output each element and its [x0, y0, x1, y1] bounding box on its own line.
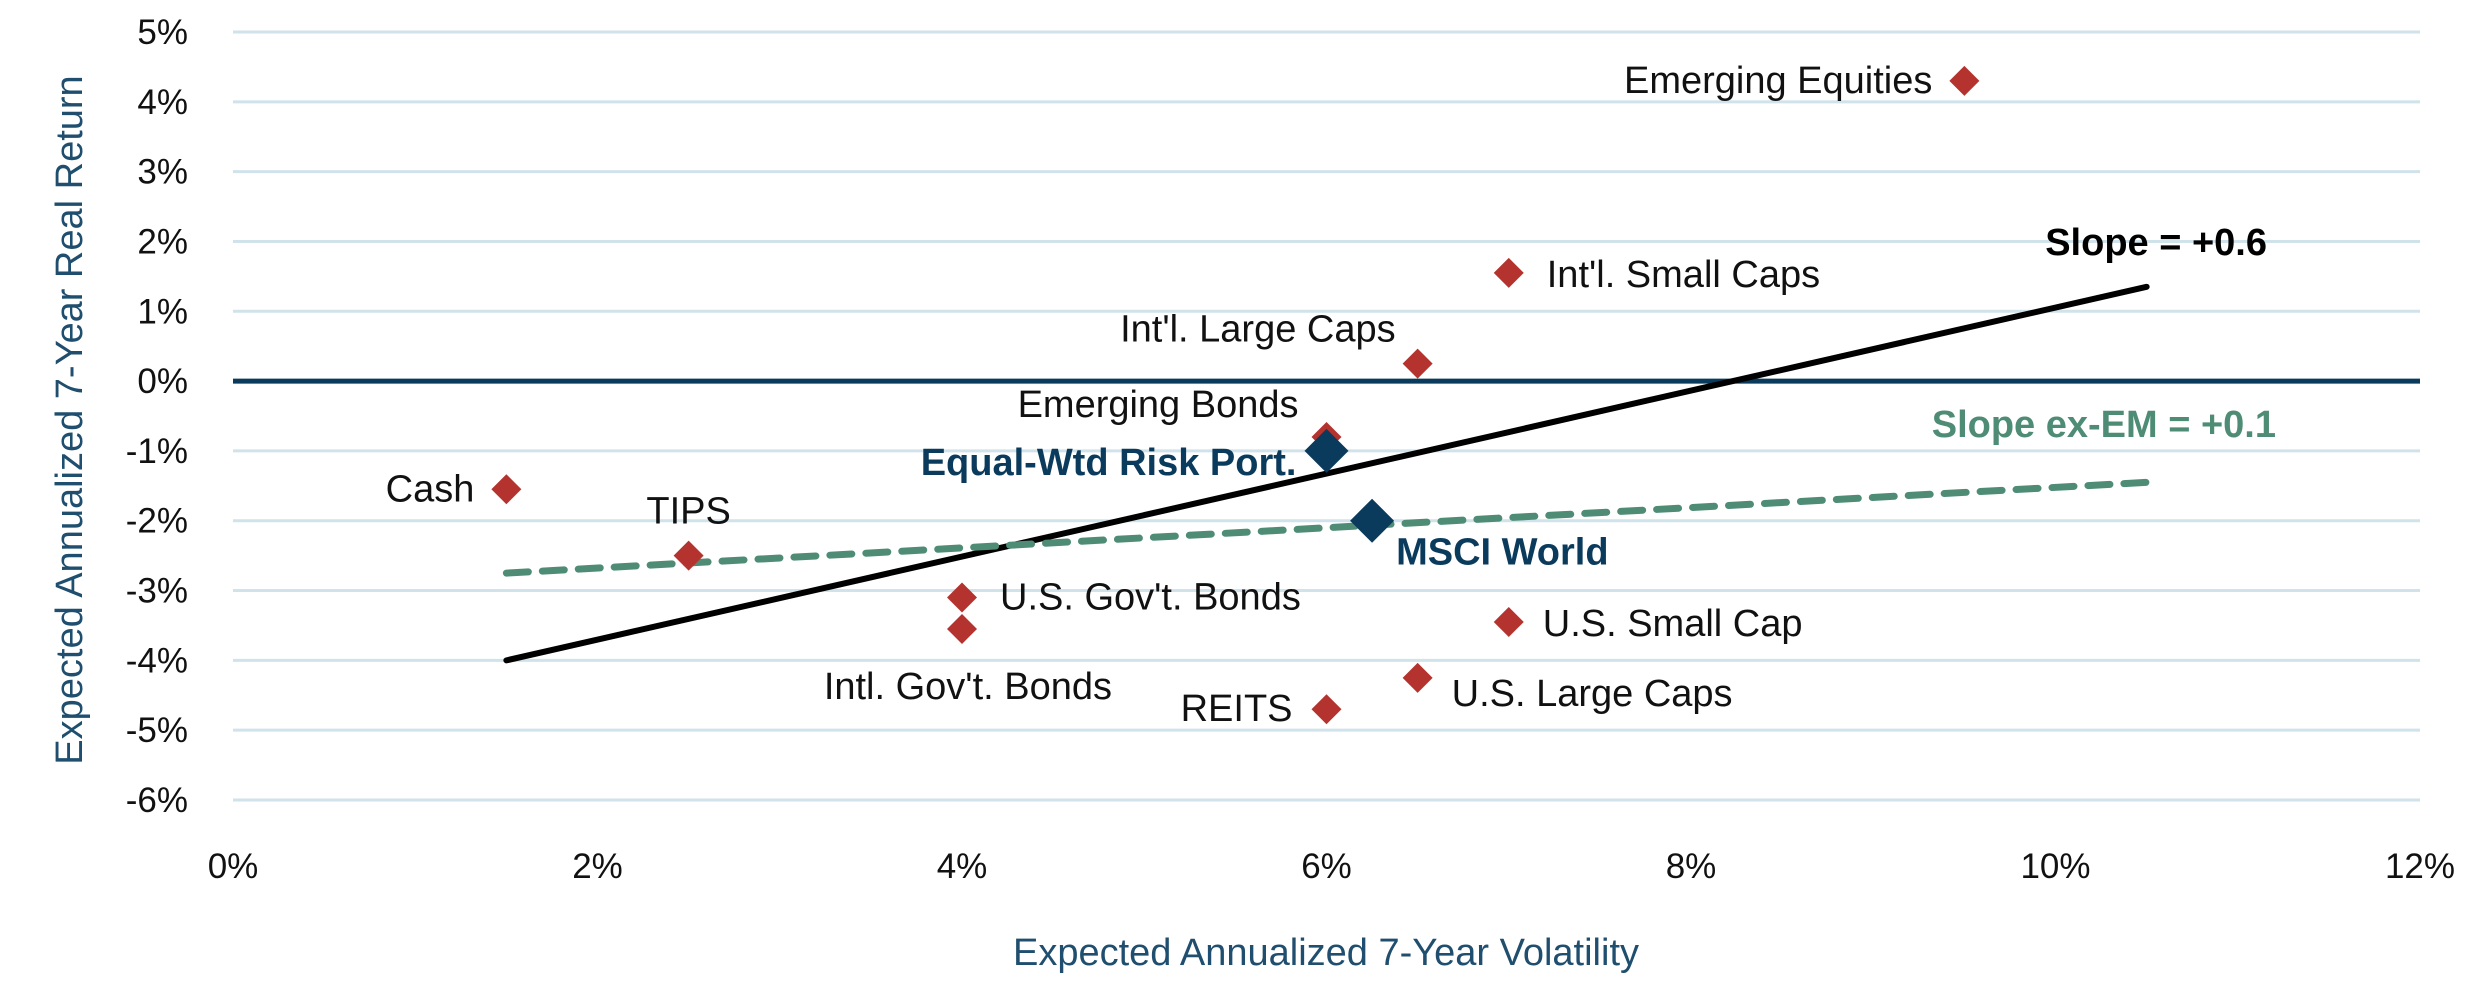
y-tick-label: 5%	[137, 13, 188, 52]
data-point-marker	[1402, 348, 1433, 379]
point-label: MSCI World	[1396, 532, 1609, 574]
point-label: Emerging Equities	[1624, 60, 1932, 102]
y-tick-label: -2%	[126, 502, 188, 541]
data-point-marker	[947, 613, 977, 644]
point-label: REITS	[1181, 688, 1293, 730]
data-point-marker	[1493, 606, 1524, 637]
y-tick-label: 4%	[137, 83, 188, 122]
data-point-marker	[947, 582, 977, 613]
data-points	[491, 65, 1980, 725]
point-label: Int'l. Large Caps	[1120, 309, 1396, 351]
data-point-marker	[1311, 694, 1342, 725]
point-labels: Emerging Equities Int'l. Small Caps Int'l.…	[386, 60, 1933, 730]
trendline-label: Slope ex-EM = +0.1	[1932, 404, 2276, 446]
x-tick-label: 8%	[1666, 847, 1717, 886]
data-point-marker	[1402, 662, 1433, 693]
data-point-marker	[1949, 65, 1980, 96]
y-tick-label: 2%	[137, 222, 188, 261]
x-tick-labels: 0% 2% 4% 6% 8% 10% 12%	[208, 847, 2455, 886]
point-label: U.S. Large Caps	[1452, 673, 1733, 715]
x-tick-label: 2%	[572, 847, 623, 886]
data-point-marker	[491, 474, 522, 505]
y-tick-label: 3%	[137, 153, 188, 192]
point-label: Emerging Bonds	[1018, 384, 1299, 426]
point-label: Cash	[386, 468, 475, 510]
y-tick-label: -5%	[126, 711, 188, 750]
data-point-marker	[1350, 498, 1395, 543]
y-tick-label: 0%	[137, 362, 188, 401]
trendline-label: Slope = +0.6	[2045, 222, 2267, 264]
y-axis-title: Expected Annualized 7-Year Real Return	[49, 75, 91, 764]
trendline-all	[503, 283, 2150, 664]
data-point-marker	[1304, 428, 1349, 473]
y-tick-label: 1%	[137, 292, 188, 331]
y-tick-label: -1%	[126, 432, 188, 471]
y-tick-label: -6%	[126, 781, 188, 820]
data-point-marker	[673, 540, 704, 571]
x-tick-label: 4%	[937, 847, 988, 886]
point-label: Intl. Gov't. Bonds	[824, 666, 1112, 708]
y-tick-label: -4%	[126, 641, 188, 680]
x-tick-label: 0%	[208, 847, 259, 886]
point-label: U.S. Small Cap	[1543, 603, 1803, 645]
x-tick-label: 12%	[2385, 847, 2455, 886]
point-label: Int'l. Small Caps	[1547, 254, 1820, 296]
data-point-marker	[1493, 257, 1524, 288]
y-tick-labels: 5% 4% 3% 2% 1% 0% -1% -2% -3% -4% -5% -6%	[126, 13, 188, 820]
x-axis-title: Expected Annualized 7-Year Volatility	[1013, 932, 1639, 974]
x-tick-label: 6%	[1301, 847, 1352, 886]
point-label: TIPS	[646, 491, 730, 533]
x-tick-label: 10%	[2020, 847, 2090, 886]
y-tick-label: -3%	[126, 572, 188, 611]
trendline-ex-em	[502, 478, 2151, 577]
point-label: U.S. Gov't. Bonds	[1000, 577, 1301, 619]
trendlines: Slope = +0.6 Slope ex-EM = +0.1	[502, 222, 2276, 664]
point-label: Equal-Wtd Risk Port.	[921, 442, 1297, 484]
